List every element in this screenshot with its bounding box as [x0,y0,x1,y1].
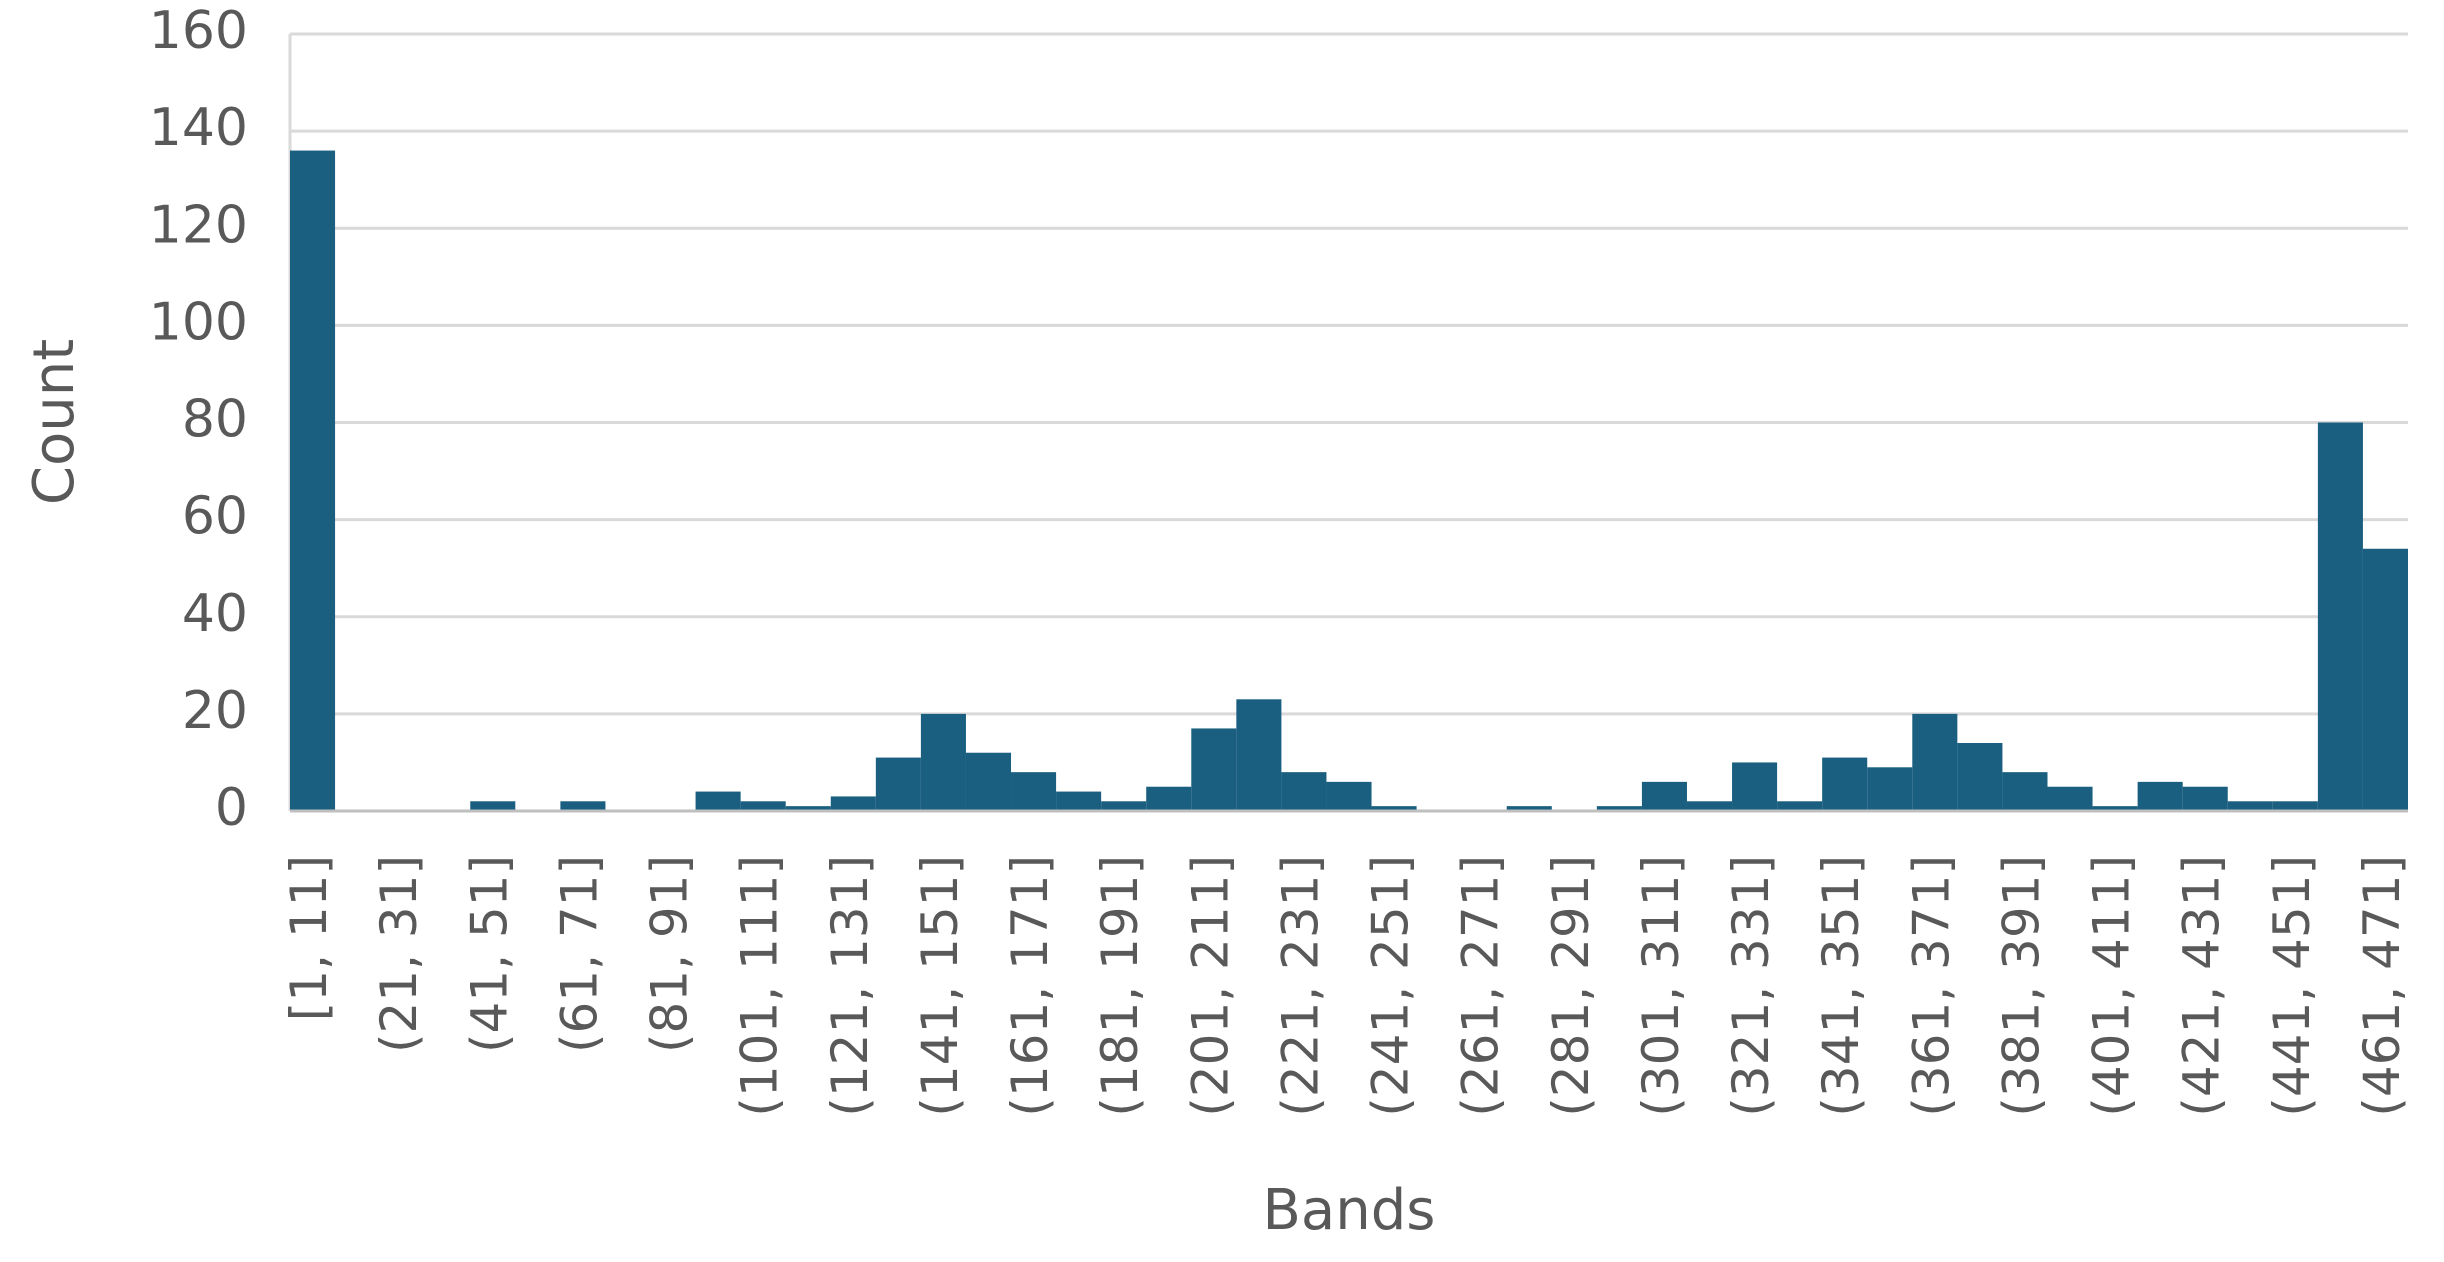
x-tick-label: (401, 411] [2083,855,2141,1117]
bar [1777,801,1823,811]
x-tick-label: (81, 91] [641,855,699,1053]
y-tick-label: 120 [149,195,248,255]
x-tick-label: [1, 11] [280,855,338,1021]
bar [1371,806,1417,811]
bar [1732,762,1778,811]
x-tick-label: (21, 31] [370,855,428,1053]
bar [2227,801,2273,811]
y-tick-label: 140 [149,98,248,158]
y-tick-label: 20 [182,681,248,741]
bar [740,801,786,811]
bar [695,791,741,811]
x-axis-title: Bands [1263,1178,1436,1243]
bar [2182,786,2228,811]
bar [1596,806,1642,811]
bar [1011,772,1057,811]
bar [290,150,336,812]
bar [1056,791,1102,811]
x-tick-label: (121, 131] [821,855,879,1117]
y-tick-label: 60 [182,487,248,547]
x-tick-label: (201, 211] [1181,855,1239,1117]
bar [1236,699,1282,811]
x-tick-label: (381, 391] [1992,855,2050,1117]
y-axis-title: Count [22,339,87,505]
bar [785,806,831,811]
bar [2272,801,2318,811]
bar [965,752,1012,811]
bar [2092,806,2138,811]
bar [920,713,966,811]
bar [1281,772,1327,811]
x-tick-label: (281, 291] [1542,855,1600,1117]
bar [2002,772,2048,811]
bar [1641,781,1687,811]
x-tick-label: (61, 71] [550,855,608,1053]
x-tick-label: (441, 451] [2263,855,2321,1117]
bar [1146,786,1192,811]
bar [1191,728,1237,811]
bar [560,801,606,811]
x-tick-label: (221, 231] [1271,855,1329,1117]
bar [470,801,516,811]
x-tick-label: (241, 251] [1362,855,1420,1117]
bar [2137,781,2183,811]
bar [1506,806,1552,811]
bar [1912,713,1958,811]
bar [1957,743,2003,811]
x-tick-label: (101, 111] [731,855,789,1117]
bar [1822,757,1868,811]
bar [2317,422,2363,811]
x-tick-label: (301, 311] [1632,855,1690,1117]
bar [2362,548,2408,811]
x-tick-label: (41, 51] [460,855,518,1053]
bar [830,796,876,811]
y-tick-label: 0 [215,778,248,838]
x-tick-label: (341, 351] [1812,855,1870,1117]
y-tick-label: 40 [182,584,248,644]
y-tick-label: 100 [149,292,248,352]
bar [875,757,921,811]
bar [2047,786,2093,811]
x-tick-label: (361, 371] [1902,855,1960,1117]
y-tick-label: 80 [182,390,248,450]
x-tick-label: (181, 191] [1091,855,1149,1117]
x-tick-label: (141, 151] [911,855,969,1117]
x-tick-label: (321, 331] [1722,855,1780,1117]
x-tick-label: (461, 471] [2353,855,2411,1117]
bar [1326,781,1372,811]
x-tick-label: (261, 271] [1452,855,1510,1117]
bar [1101,801,1147,811]
bar [1867,767,1913,811]
bar [1686,801,1733,811]
x-tick-label: (421, 431] [2173,855,2231,1117]
x-tick-label: (161, 171] [1001,855,1059,1117]
y-tick-label: 160 [149,1,248,61]
